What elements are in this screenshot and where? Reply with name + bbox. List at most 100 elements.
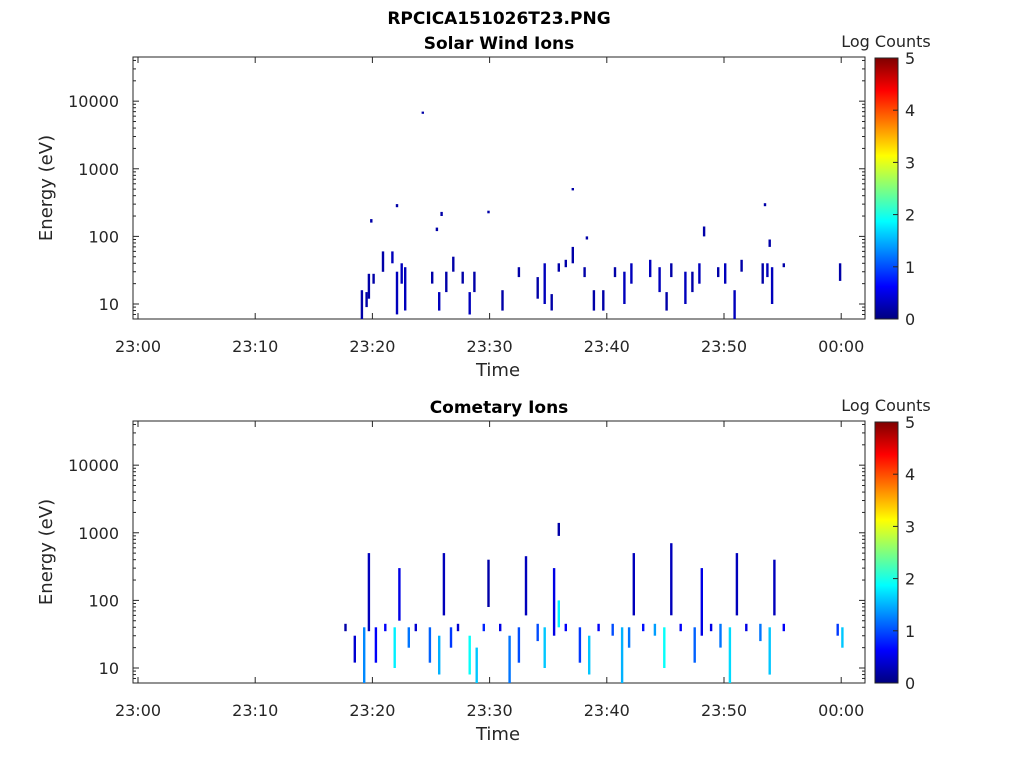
heatmap-cell	[630, 263, 633, 284]
heatmap-cell	[442, 553, 446, 616]
heatmap-cell	[613, 267, 617, 278]
heatmap-cell	[836, 623, 839, 636]
x-tick-label: 23:10	[232, 337, 278, 356]
x-tick-label: 23:50	[701, 337, 747, 356]
heatmap-cell	[468, 635, 471, 675]
colorbar-tick-label: 4	[905, 101, 915, 120]
heatmap-cell	[724, 263, 727, 284]
heatmap-cell	[445, 271, 448, 293]
y-tick-label: 1000	[78, 160, 119, 179]
heatmap-cell	[475, 647, 478, 683]
colorbar-tick-label: 2	[905, 570, 915, 589]
heatmap-cell	[370, 219, 373, 223]
heatmap-cell	[456, 623, 460, 632]
heatmap-cell	[421, 111, 424, 114]
heatmap-cell	[717, 267, 720, 278]
heatmap-cell	[468, 292, 471, 315]
heatmap-cell	[602, 290, 605, 311]
cometary-ylabel: Energy (eV)	[36, 499, 57, 605]
heatmap-cell	[782, 263, 785, 268]
y-tick-label: 10	[99, 295, 119, 314]
heatmap-cell	[372, 273, 375, 284]
heatmap-cell	[438, 292, 441, 311]
cometary-y-axis: 10 100 1000 10000	[68, 423, 865, 684]
x-tick-label: 23:30	[467, 337, 513, 356]
solar-wind-colorbar	[874, 57, 899, 320]
cometary-x-axis: 23:00 23:10 23:20 23:30 23:40 23:50 00:00	[115, 421, 864, 720]
heatmap-cell	[770, 267, 774, 304]
heatmap-cell	[592, 290, 596, 311]
heatmap-cell	[588, 635, 591, 675]
cometary-colorbar	[874, 421, 899, 684]
solar-wind-title: Solar Wind Ions	[424, 34, 575, 54]
x-tick-label: 23:20	[349, 337, 395, 356]
heatmap-cell	[761, 263, 764, 284]
heatmap-cell	[623, 271, 626, 304]
heatmap-cell	[391, 251, 394, 264]
heatmap-cell	[735, 553, 739, 616]
heatmap-cell	[550, 294, 553, 311]
heatmap-cell	[363, 627, 366, 683]
x-tick-label: 23:20	[349, 701, 395, 720]
heatmap-cell	[473, 271, 476, 293]
heatmap-cell	[353, 635, 356, 663]
heatmap-cell	[571, 246, 574, 264]
heatmap-cell	[564, 259, 567, 268]
cometary-colorbar-ticks: 0 1 2 3 4 5	[893, 413, 915, 693]
heatmap-cell	[768, 627, 771, 675]
heatmap-cell	[700, 568, 703, 636]
heatmap-cell	[728, 627, 732, 683]
heatmap-cell	[773, 559, 776, 616]
colorbar-tick-label: 0	[905, 310, 915, 329]
x-tick-label: 23:00	[115, 337, 161, 356]
cometary-title: Cometary Ions	[430, 398, 569, 418]
heatmap-cell	[670, 263, 673, 278]
colorbar-tick-label: 4	[905, 465, 915, 484]
heatmap-cell	[663, 627, 666, 668]
solar-wind-ylabel: Energy (eV)	[36, 135, 57, 241]
cometary-cells	[344, 522, 844, 683]
heatmap-cell	[404, 267, 407, 311]
colorbar-tick-label: 0	[905, 674, 915, 693]
cometary-panel: Cometary Ions 23:00 23:10 23:20 23:30 23:40 2…	[36, 396, 931, 745]
heatmap-cell	[440, 211, 443, 216]
heatmap-cell	[374, 627, 378, 663]
y-tick-label: 100	[88, 591, 119, 610]
heatmap-cell	[461, 271, 464, 284]
y-tick-label: 10000	[68, 456, 119, 475]
x-tick-label: 23:00	[115, 701, 161, 720]
heatmap-cell	[508, 635, 511, 683]
heatmap-cell	[766, 263, 769, 278]
heatmap-cell	[649, 259, 652, 278]
heatmap-cell	[768, 239, 771, 247]
heatmap-cell	[398, 568, 401, 621]
solar-wind-colorbar-label: Log Counts	[841, 32, 931, 51]
y-tick-label: 1000	[78, 524, 119, 543]
heatmap-cell	[499, 623, 502, 632]
heatmap-cell	[620, 627, 624, 683]
heatmap-cell	[344, 623, 347, 632]
heatmap-cell	[487, 559, 490, 607]
heatmap-cell	[691, 271, 694, 293]
heatmap-cell	[395, 271, 399, 315]
heatmap-cell	[763, 203, 767, 207]
heatmap-cell	[557, 522, 560, 536]
heatmap-cell	[400, 263, 403, 284]
x-tick-label: 23:30	[467, 701, 513, 720]
colorbar-tick-label: 5	[905, 49, 915, 68]
heatmap-cell	[365, 292, 368, 308]
heatmap-cell	[367, 273, 371, 299]
heatmap-cell	[393, 627, 396, 668]
solar-wind-plot-area	[132, 56, 866, 320]
heatmap-cell	[841, 627, 844, 648]
heatmap-cell	[524, 556, 528, 616]
solar-wind-x-axis: 23:00 23:10 23:20 23:30 23:40 23:50 00:00	[115, 57, 864, 356]
heatmap-cell	[653, 623, 657, 636]
heatmap-cell	[693, 627, 696, 663]
heatmap-cell	[684, 271, 687, 304]
heatmap-cell	[665, 292, 668, 311]
cometary-xlabel: Time	[475, 724, 520, 745]
heatmap-cell	[557, 600, 560, 628]
x-tick-label: 23:10	[232, 701, 278, 720]
heatmap-cell	[360, 290, 364, 319]
